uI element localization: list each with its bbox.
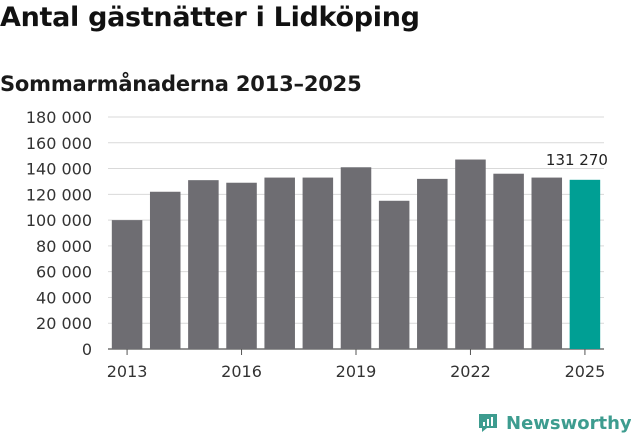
data-label: 131 270 (546, 151, 608, 169)
y-axis-ticks: 0 20 000 40 000 60 000 80 000 100 000 120 000 1… (26, 108, 92, 359)
brand-name: Newsworthy (506, 412, 631, 434)
x-tick-label: 2019 (336, 362, 377, 381)
bar-2021 (417, 178, 448, 349)
y-tick-label: 0 (82, 340, 92, 359)
x-tick-label: 2025 (565, 362, 606, 381)
y-tick-label: 80 000 (36, 237, 92, 256)
bar-2023 (493, 173, 524, 349)
bar-2013 (111, 220, 143, 349)
bar-2018 (302, 177, 334, 349)
data-labels: 131 270 (546, 151, 608, 169)
bar-2019 (340, 167, 372, 349)
bars (111, 159, 601, 349)
x-tick-label: 2013 (107, 362, 148, 381)
x-axis-ticks: 2013 2016 2019 2022 2025 (107, 349, 606, 381)
y-tick-label: 40 000 (36, 288, 92, 307)
x-tick-label: 2016 (221, 362, 262, 381)
bar-2016 (226, 182, 257, 349)
y-tick-label: 120 000 (26, 185, 92, 204)
y-tick-label: 20 000 (36, 314, 92, 333)
bar-2017 (264, 177, 295, 349)
y-tick-label: 180 000 (26, 108, 92, 127)
chart-title: Antal gästnätter i Lidköping (0, 2, 420, 33)
chart-subtitle: Sommarmånaderna 2013–2025 (0, 72, 362, 96)
bar-2022 (455, 159, 486, 349)
y-tick-label: 60 000 (36, 263, 92, 282)
y-tick-label: 160 000 (26, 134, 92, 153)
y-tick-label: 140 000 (26, 160, 92, 179)
bar-2024 (531, 177, 563, 349)
x-tick-label: 2022 (450, 362, 491, 381)
y-tick-label: 100 000 (26, 211, 92, 230)
newsworthy-logo-icon (479, 414, 497, 432)
bar-2025 (569, 179, 601, 349)
bar-2014 (149, 191, 181, 349)
bar-2020 (378, 200, 410, 349)
bar-2015 (188, 180, 219, 349)
brand-logo: Newsworthy (476, 408, 631, 438)
